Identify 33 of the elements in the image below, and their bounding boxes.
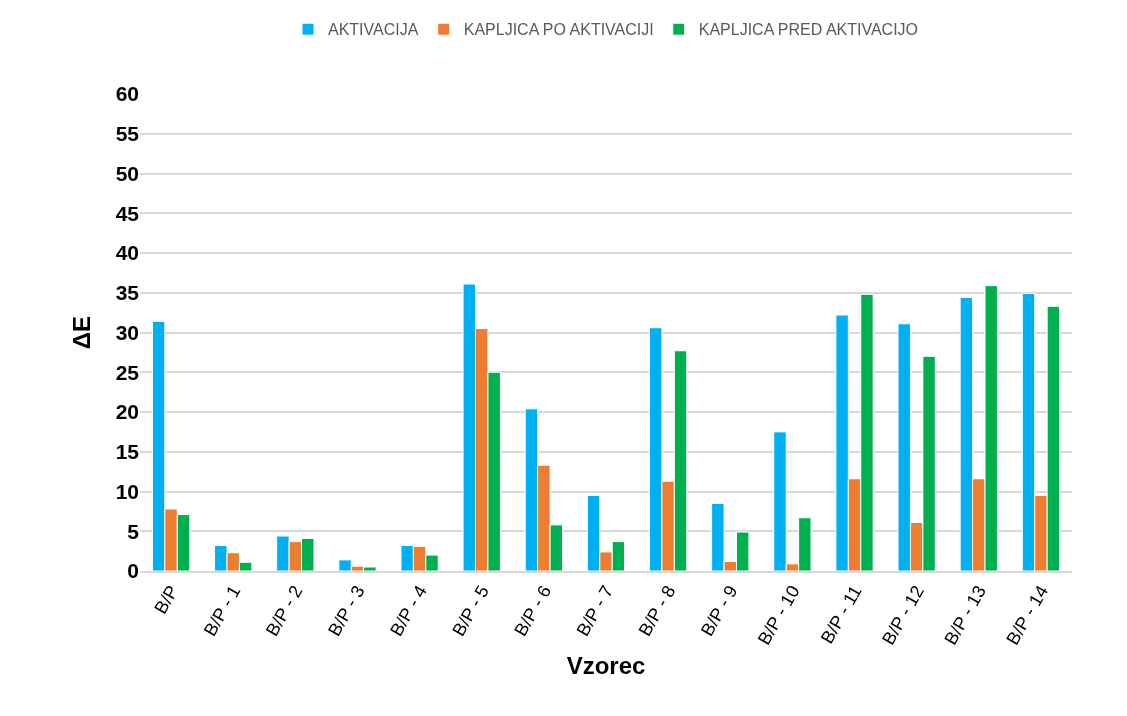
x-tick-label: B/P - 1 xyxy=(199,582,245,640)
x-tick-label: B/P - 5 xyxy=(448,582,493,640)
y-tick-label: 30 xyxy=(115,320,139,344)
y-tick-label: 10 xyxy=(115,479,139,503)
x-tick-label: B/P - 4 xyxy=(386,582,431,640)
y-tick-label: 20 xyxy=(115,400,139,424)
x-tick-label: B/P - 11 xyxy=(816,582,866,647)
y-axis-title: ΔE xyxy=(67,315,95,350)
x-tick-label: B/P - 10 xyxy=(753,582,804,649)
x-tick-label: B/P - 14 xyxy=(1002,582,1053,649)
x-tick-label: B/P - 8 xyxy=(634,582,680,640)
y-tick-label: 40 xyxy=(115,241,139,265)
x-tick-label: B/P - 6 xyxy=(510,582,556,640)
x-tick-label: B/P xyxy=(150,582,183,618)
x-tick-label: B/P - 7 xyxy=(572,582,618,640)
x-tick-label: B/P - 2 xyxy=(261,582,307,640)
y-tick-label: 50 xyxy=(115,161,139,185)
x-tick-label: B/P - 3 xyxy=(324,582,369,640)
y-tick-label: 45 xyxy=(115,201,140,225)
y-tick-label: 55 xyxy=(115,122,140,146)
legend-label: KAPLJICA PO AKTIVACIJI xyxy=(463,21,654,39)
x-tick-label: B/P - 13 xyxy=(940,582,991,649)
y-tick-label: 5 xyxy=(127,519,140,543)
y-tick-label: 0 xyxy=(127,559,139,583)
y-tick-label: 15 xyxy=(115,440,140,464)
y-tick-label: 35 xyxy=(115,281,140,305)
y-tick-label: 25 xyxy=(115,360,140,384)
x-tick-label: B/P - 12 xyxy=(878,582,928,649)
legend-label: AKTIVACIJA xyxy=(328,21,419,39)
x-tick-label: B/P - 9 xyxy=(696,582,742,640)
x-axis-title: Vzorec xyxy=(566,651,646,679)
legend-label: KAPLJICA PRED AKTIVACIJO xyxy=(698,21,919,39)
y-tick-label: 60 xyxy=(115,82,139,106)
